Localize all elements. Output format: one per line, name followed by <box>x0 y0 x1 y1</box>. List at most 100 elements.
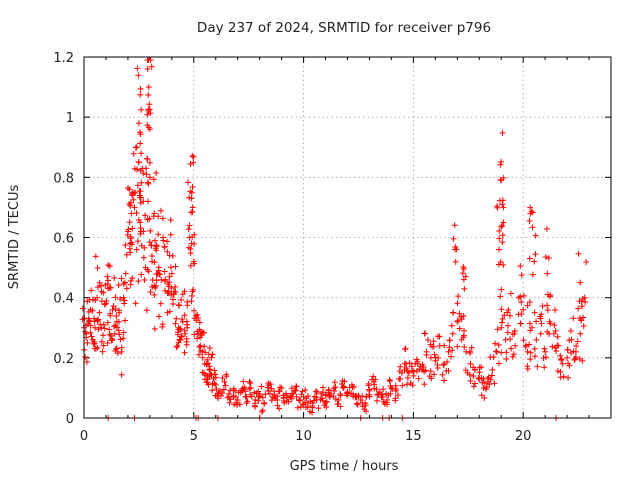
data-point <box>188 292 195 299</box>
data-point <box>440 362 447 369</box>
data-point <box>157 207 164 214</box>
data-point <box>183 318 190 325</box>
data-point <box>155 213 162 220</box>
data-point <box>490 353 497 360</box>
data-point <box>134 182 141 189</box>
data-point <box>524 365 531 372</box>
y-tick-label: 1 <box>66 111 74 126</box>
data-point <box>466 348 473 355</box>
data-point <box>144 179 151 186</box>
data-point <box>526 255 533 262</box>
data-point <box>277 384 284 391</box>
data-point <box>169 252 176 259</box>
data-point <box>100 342 107 349</box>
data-point <box>188 195 195 202</box>
data-point <box>531 353 538 360</box>
data-point <box>427 341 434 348</box>
data-point <box>121 300 128 307</box>
data-point <box>181 327 188 334</box>
data-point <box>522 343 529 350</box>
data-point <box>113 324 120 331</box>
data-point <box>445 367 452 374</box>
data-point <box>460 276 467 283</box>
data-point <box>293 393 300 400</box>
data-point <box>185 226 192 233</box>
data-point <box>233 394 240 401</box>
data-points <box>79 57 590 421</box>
data-point <box>94 284 101 291</box>
data-point <box>132 189 139 196</box>
data-point <box>149 258 156 265</box>
data-point <box>497 161 504 168</box>
data-point <box>124 231 131 238</box>
data-point <box>498 158 505 165</box>
x-tick-label: 5 <box>190 429 198 444</box>
data-point <box>462 367 469 374</box>
data-point <box>506 312 513 319</box>
y-tick-label: 0.2 <box>53 352 74 367</box>
data-point <box>524 302 531 309</box>
data-point <box>580 295 587 302</box>
data-point <box>115 318 122 325</box>
data-point <box>428 375 435 382</box>
data-point <box>393 386 400 393</box>
data-point <box>247 380 254 387</box>
data-point <box>120 294 127 301</box>
data-point <box>527 204 534 211</box>
data-point <box>557 374 564 381</box>
data-point <box>124 184 131 191</box>
data-point <box>499 232 506 239</box>
data-point <box>462 273 469 280</box>
data-point <box>361 406 368 413</box>
data-point <box>518 272 525 279</box>
data-point <box>455 293 462 300</box>
data-point <box>461 285 468 292</box>
data-point <box>533 318 540 325</box>
data-point <box>559 360 566 367</box>
data-point <box>167 217 174 224</box>
data-point <box>338 380 345 387</box>
data-point <box>147 289 154 296</box>
data-point <box>532 232 539 239</box>
data-point <box>539 303 546 310</box>
data-point <box>118 275 125 282</box>
data-point <box>133 144 140 151</box>
data-point <box>107 332 114 339</box>
data-point <box>378 391 385 398</box>
data-point <box>220 386 227 393</box>
data-point <box>422 330 429 337</box>
data-point <box>90 341 97 348</box>
data-point <box>189 204 196 211</box>
data-point <box>493 348 500 355</box>
data-point <box>505 307 512 314</box>
data-point <box>566 362 573 369</box>
data-point <box>137 91 144 98</box>
data-point <box>450 235 457 242</box>
data-point <box>404 381 411 388</box>
data-point <box>134 65 141 72</box>
data-point <box>291 387 298 394</box>
data-point <box>98 282 105 289</box>
data-point <box>570 315 577 322</box>
data-point <box>370 373 377 380</box>
data-point <box>138 271 145 278</box>
data-point <box>285 398 292 405</box>
data-point <box>129 275 136 282</box>
data-point <box>526 299 533 306</box>
data-point <box>211 367 218 374</box>
data-point <box>267 381 274 388</box>
data-point <box>276 405 283 412</box>
data-point <box>498 306 505 313</box>
data-point <box>157 300 164 307</box>
data-point <box>330 393 337 400</box>
data-point <box>520 306 527 313</box>
data-point <box>133 246 140 253</box>
data-point <box>167 264 174 271</box>
data-point <box>447 353 454 360</box>
data-point <box>459 270 466 277</box>
data-point <box>402 360 409 367</box>
data-point <box>137 188 144 195</box>
data-point <box>112 346 119 353</box>
data-point <box>114 350 121 357</box>
data-point <box>547 320 554 327</box>
